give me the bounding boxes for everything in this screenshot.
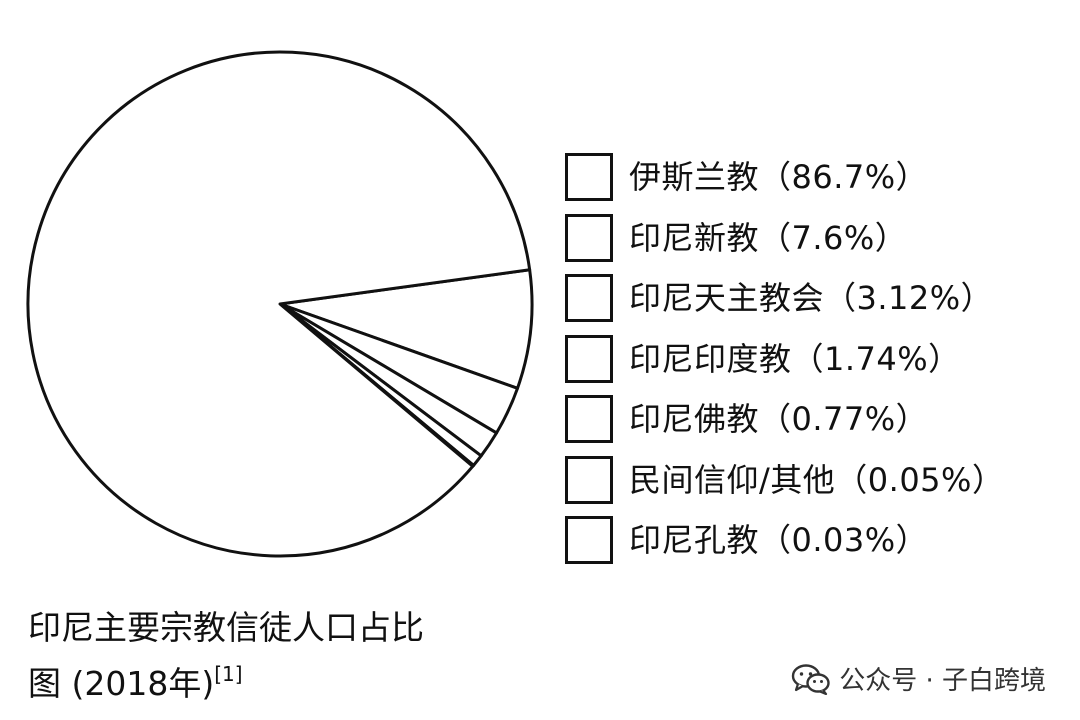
pie-slice <box>278 268 534 390</box>
legend-item: 印尼佛教（0.77%） <box>565 389 1070 450</box>
legend-swatch <box>565 395 613 444</box>
legend-label: 印尼佛教（0.77%） <box>629 400 929 439</box>
legend-label: 印尼天主教会（3.12%） <box>629 279 994 318</box>
legend-label: 印尼孔教（0.03%） <box>629 521 929 560</box>
legend-label: 伊斯兰教（86.7%） <box>629 158 929 197</box>
legend-swatch <box>565 153 613 202</box>
legend-swatch <box>565 274 613 323</box>
legend-swatch <box>565 516 613 565</box>
legend-label: 民间信仰/其他（0.05%） <box>629 460 1005 499</box>
legend-label: 印尼印度教（1.74%） <box>629 339 961 378</box>
caption-line-2-text: 图 (2018年) <box>28 664 215 703</box>
legend-label: 印尼新教（7.6%） <box>629 218 908 257</box>
legend-item: 印尼孔教（0.03%） <box>565 510 1070 571</box>
legend-item: 伊斯兰教（86.7%） <box>565 147 1070 208</box>
legend-item: 印尼新教（7.6%） <box>565 208 1070 269</box>
legend-swatch <box>565 455 613 504</box>
citation-link[interactable]: [1] <box>214 662 243 686</box>
legend-item: 印尼天主教会（3.12%） <box>565 268 1070 329</box>
chart-legend: 伊斯兰教（86.7%） 印尼新教（7.6%） 印尼天主教会（3.12%） 印尼印… <box>565 147 1070 571</box>
caption-line-1: 印尼主要宗教信徒人口占比 <box>28 608 424 647</box>
pie-slice <box>26 50 532 558</box>
watermark: 公众号 · 子白跨境 <box>791 660 1046 697</box>
legend-swatch <box>565 213 613 262</box>
legend-item: 民间信仰/其他（0.05%） <box>565 450 1070 511</box>
chart-caption: 印尼主要宗教信徒人口占比 图 (2018年)[1] <box>28 600 548 712</box>
legend-item: 印尼印度教（1.74%） <box>565 329 1070 390</box>
caption-line-2: 图 (2018年)[1] <box>28 656 548 712</box>
legend-swatch <box>565 334 613 383</box>
wechat-icon <box>792 663 830 695</box>
watermark-text: 公众号 · 子白跨境 <box>839 666 1046 696</box>
